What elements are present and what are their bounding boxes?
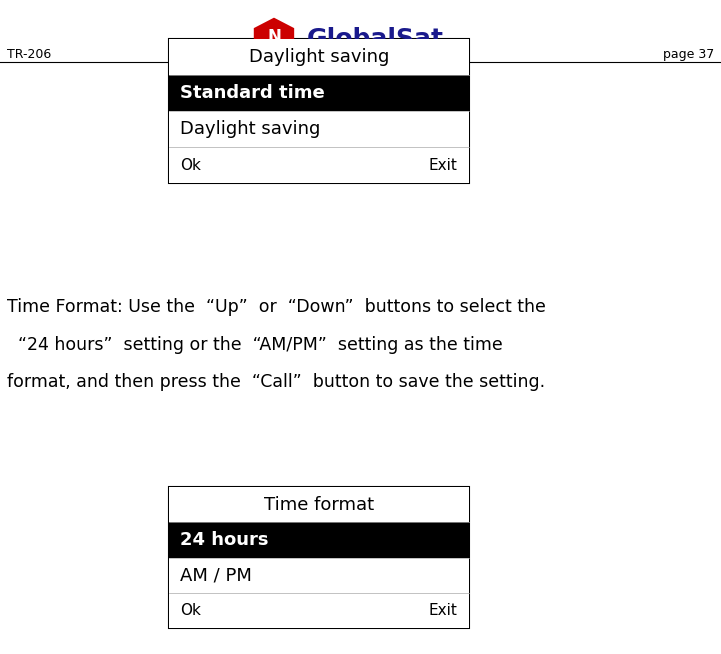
Text: TECHNOLOGY CORPORATION: TECHNOLOGY CORPORATION (291, 44, 459, 54)
Bar (169, 557, 469, 593)
Text: Time format: Time format (264, 496, 374, 514)
Text: N: N (267, 28, 281, 46)
Text: Ok: Ok (180, 603, 201, 618)
Text: Daylight saving: Daylight saving (249, 48, 389, 66)
Text: 24 hours: 24 hours (180, 531, 269, 549)
Text: TR-206: TR-206 (7, 48, 51, 61)
Text: Exit: Exit (429, 158, 458, 173)
Text: “24 hours”  setting or the  “AM/PM”  setting as the time: “24 hours” setting or the “AM/PM” settin… (7, 336, 503, 354)
Text: Time Format: Use the  “Up”  or  “Down”  buttons to select the: Time Format: Use the “Up” or “Down” butt… (7, 298, 546, 316)
Text: GlobalSat: GlobalSat (306, 27, 443, 52)
Bar (169, 75, 469, 111)
Bar (169, 147, 469, 183)
Text: Ok: Ok (180, 158, 201, 173)
Bar (169, 487, 469, 523)
Text: format, and then press the  “Call”  button to save the setting.: format, and then press the “Call” button… (7, 373, 545, 392)
Text: page 37: page 37 (663, 48, 714, 61)
Bar (169, 487, 469, 628)
Bar (169, 593, 469, 628)
Polygon shape (254, 18, 294, 54)
Text: AM / PM: AM / PM (180, 566, 252, 584)
Bar (169, 111, 469, 147)
Bar (169, 39, 469, 183)
Text: Standard time: Standard time (180, 84, 325, 102)
Bar (169, 39, 469, 75)
Text: Daylight saving: Daylight saving (180, 120, 321, 138)
Bar (169, 523, 469, 557)
Text: Exit: Exit (429, 603, 458, 618)
